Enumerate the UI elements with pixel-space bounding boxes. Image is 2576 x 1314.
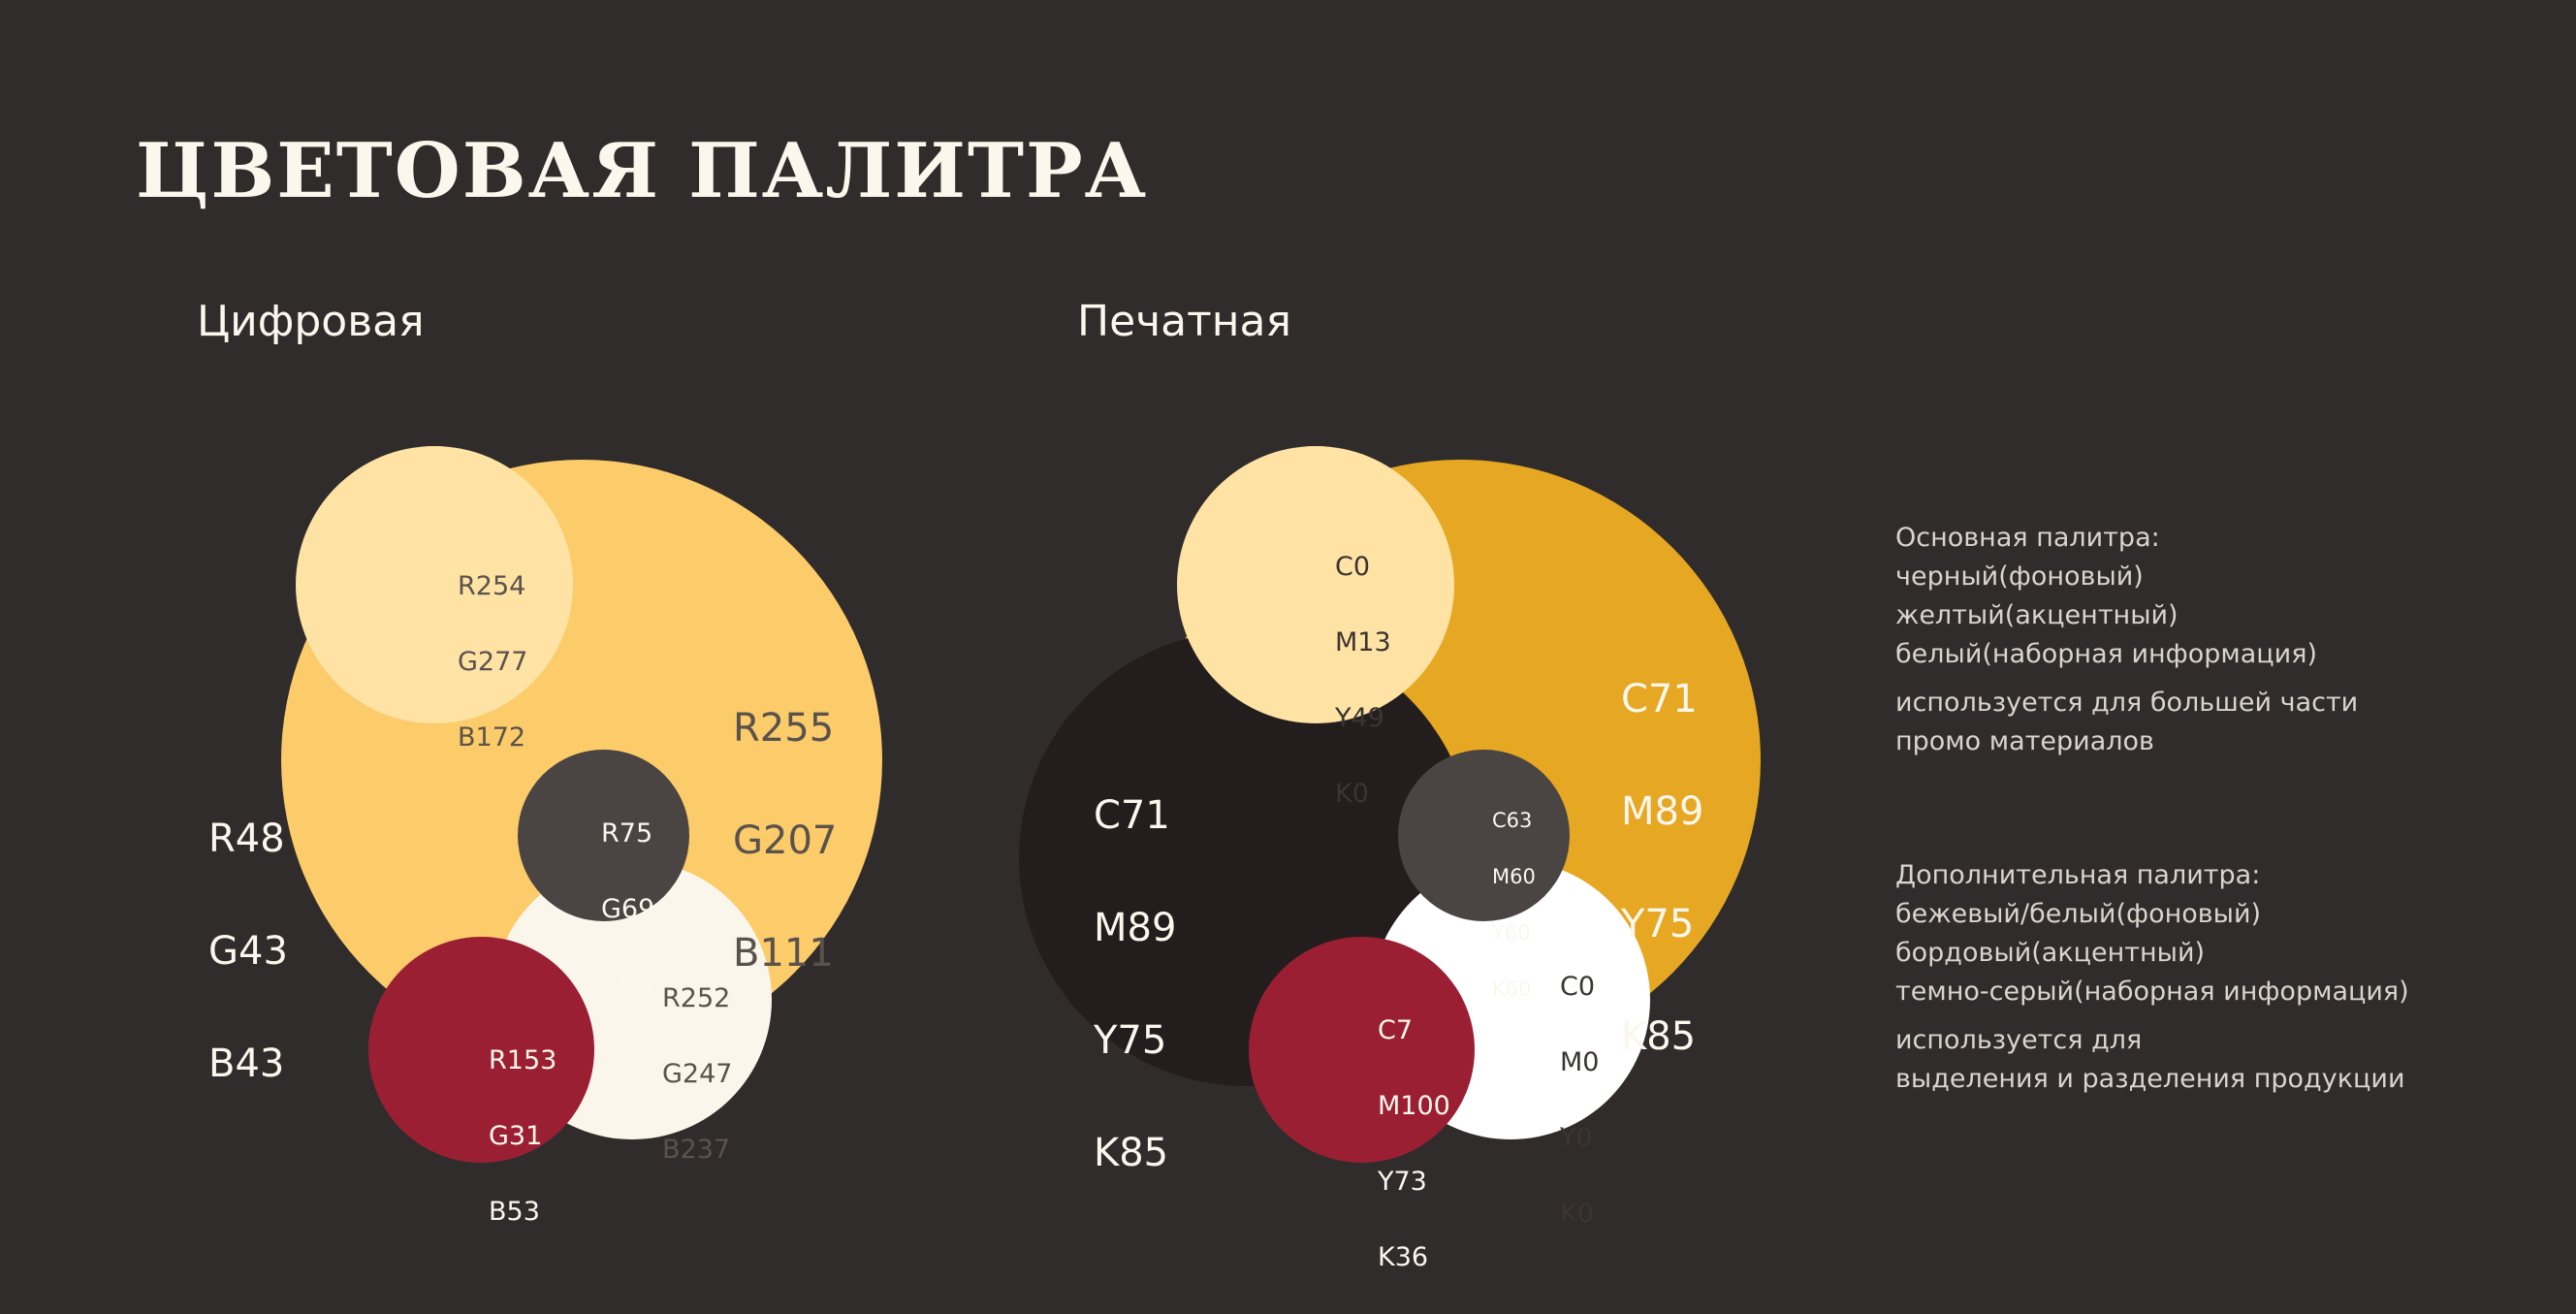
print-black-code: C71 M89 Y75 K85 [1094, 793, 1177, 1175]
digital-dark-gray-code: R75 G69 B69 [601, 818, 655, 1000]
print-burgundy-code: C7 M100 Y73 K36 [1378, 1015, 1450, 1272]
main-palette-description: Основная палитра: черный(фоновый) желтый… [1895, 523, 2359, 756]
print-dark-gray-circle [1398, 750, 1570, 921]
print-white-code: C0 M0 Y0 K0 [1560, 972, 1600, 1229]
digital-burgundy-circle [368, 937, 594, 1163]
digital-dark-gray-circle [518, 750, 689, 921]
digital-section-title: Цифровая [197, 297, 425, 346]
print-burgundy-circle [1249, 937, 1475, 1163]
page-title: ЦВЕТОВАЯ ПАЛИТРА [136, 127, 1149, 215]
print-dark-gray-code: C63 M60 Y60 K60 [1492, 809, 1536, 1001]
extra-palette-description: Дополнительная палитра: бежевый/белый(фо… [1895, 860, 2409, 1094]
digital-background-code: R48 G43 B43 [208, 817, 288, 1086]
digital-light-yellow-circle [296, 446, 573, 723]
print-light-yellow-code: C0 M13 Y49 K0 [1335, 552, 1391, 809]
digital-yellow-code: R255 G207 B111 [733, 706, 838, 976]
digital-light-yellow-code: R254 G277 B172 [458, 571, 528, 753]
print-light-yellow-circle [1177, 446, 1454, 723]
print-yellow-code: C71 M89 Y75 K85 [1621, 677, 1704, 1059]
digital-cream-code: R252 G247 B237 [662, 983, 733, 1165]
print-section-title: Печатная [1077, 297, 1291, 346]
digital-burgundy-code: R153 G31 B53 [489, 1045, 557, 1227]
